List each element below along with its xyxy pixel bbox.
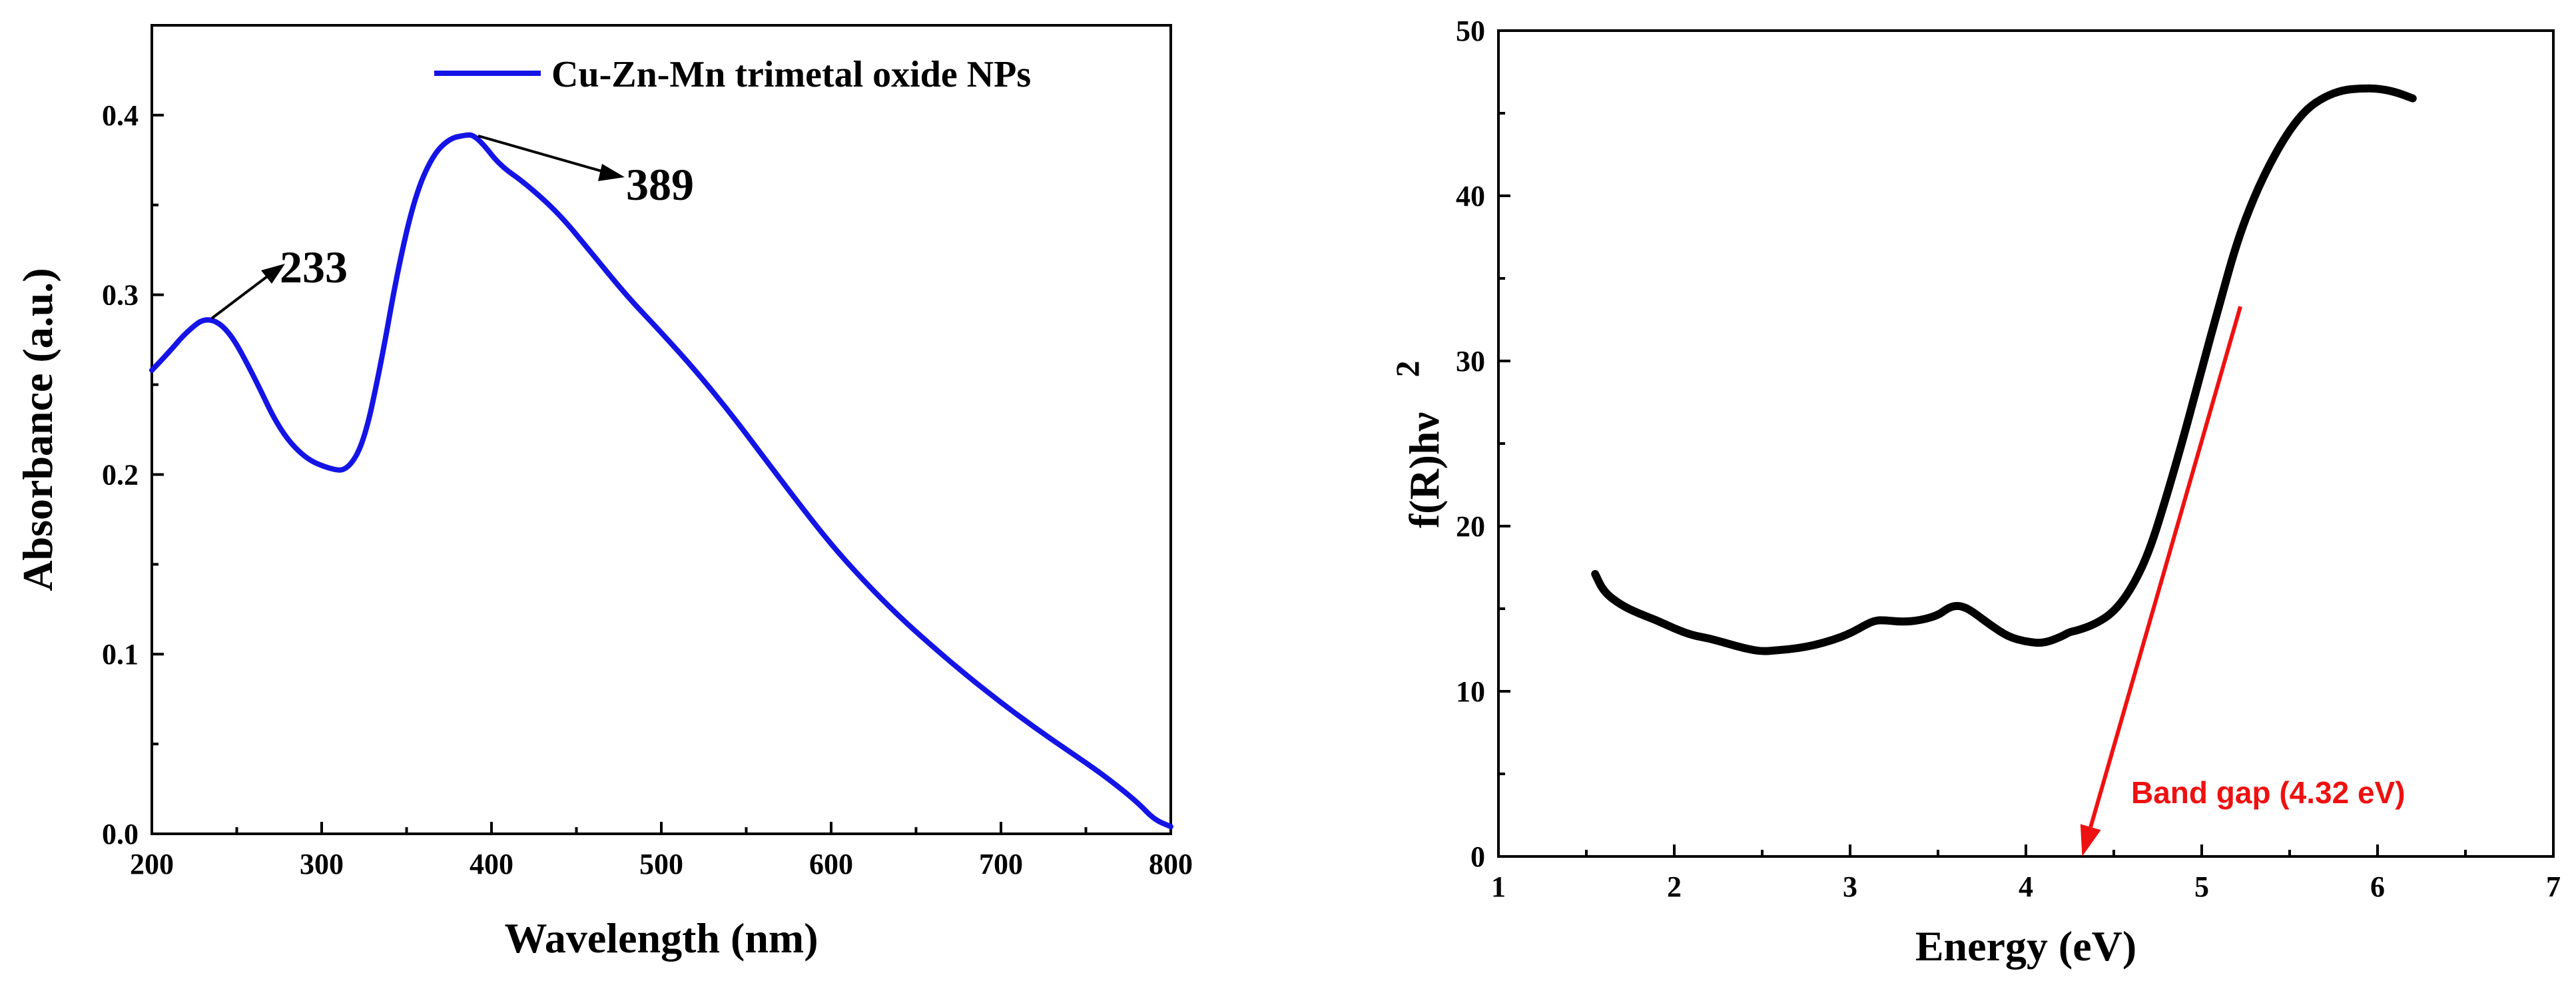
band-gap-extrapolation-line xyxy=(2089,306,2242,828)
band-gap-label: Band gap (4.32 eV) xyxy=(2131,775,2406,810)
absorbance-y-tick-label: 0.2 xyxy=(102,458,139,491)
bandgap-x-tick-label: 1 xyxy=(1491,870,1506,903)
bandgap-x-tick-label: 3 xyxy=(1843,870,1857,903)
bandgap-x-tick-label: 6 xyxy=(2370,870,2385,903)
bandgap-y-axis-superscript: 2 xyxy=(1389,361,1426,378)
absorbance-x-tick-label: 200 xyxy=(130,848,174,880)
bandgap-y-tick-label: 50 xyxy=(1456,15,1485,47)
annotation-389: 389 xyxy=(478,135,694,210)
absorbance-x-tick-label: 800 xyxy=(1149,848,1193,880)
band-gap-arrowhead xyxy=(2080,824,2101,856)
absorbance-chart: 200 300 400 500 600 700 800 0.0 0.1 0.2 0.3 0.4 Cu-… xyxy=(14,24,1193,962)
absorbance-x-tick-label: 400 xyxy=(470,848,513,880)
absorbance-x-tick-label: 600 xyxy=(809,848,853,880)
bandgap-y-tick-label: 20 xyxy=(1456,510,1485,543)
absorbance-y-tick-label: 0.3 xyxy=(102,279,139,312)
bandgap-plot-frame xyxy=(1497,29,2555,858)
bandgap-x-axis-title: Energy (eV) xyxy=(1915,922,2136,970)
bandgap-series-line xyxy=(1591,84,2417,655)
bandgap-x-tick-label: 5 xyxy=(2194,870,2209,903)
bandgap-x-tick-label: 4 xyxy=(2019,870,2033,903)
absorbance-y-axis-title: Absorbance (a.u.) xyxy=(14,268,61,591)
absorbance-series-line xyxy=(149,132,1173,830)
bandgap-y-tick-label: 40 xyxy=(1456,180,1485,212)
svg-text:389: 389 xyxy=(626,159,694,210)
bandgap-x-tick-label: 7 xyxy=(2546,870,2561,903)
annotation-233: 233 xyxy=(210,242,348,320)
bandgap-y-tick-label: 0 xyxy=(1470,840,1485,873)
svg-text:233: 233 xyxy=(280,242,348,292)
absorbance-y-tick-label: 0.1 xyxy=(102,638,139,671)
absorbance-axis-ticks: 200 300 400 500 600 700 800 0.0 0.1 0.2 0.3 0.4 xyxy=(102,99,1193,880)
absorbance-x-tick-label: 500 xyxy=(639,848,683,880)
bandgap-y-tick-label: 10 xyxy=(1456,675,1485,708)
absorbance-x-tick-label: 300 xyxy=(300,848,344,880)
absorbance-x-axis-title: Wavelength (nm) xyxy=(504,914,818,962)
absorbance-y-tick-label: 0.4 xyxy=(102,99,139,132)
bandgap-x-tick-label: 2 xyxy=(1667,870,1682,903)
bandgap-y-tick-label: 30 xyxy=(1456,345,1485,378)
absorbance-x-tick-label: 700 xyxy=(979,848,1023,880)
absorbance-y-tick-label: 0.0 xyxy=(102,818,139,850)
bandgap-y-axis-title: f(R)hν xyxy=(1401,412,1448,528)
legend-label: Cu-Zn-Mn trimetal oxide NPs xyxy=(551,54,1031,95)
bandgap-chart: 1 2 3 4 5 6 7 0 10 20 30 40 50 Band gap (4.32 eV) En… xyxy=(1389,15,2561,970)
bandgap-axis-ticks: 1 2 3 4 5 6 7 0 10 20 30 40 50 xyxy=(1456,15,2561,903)
